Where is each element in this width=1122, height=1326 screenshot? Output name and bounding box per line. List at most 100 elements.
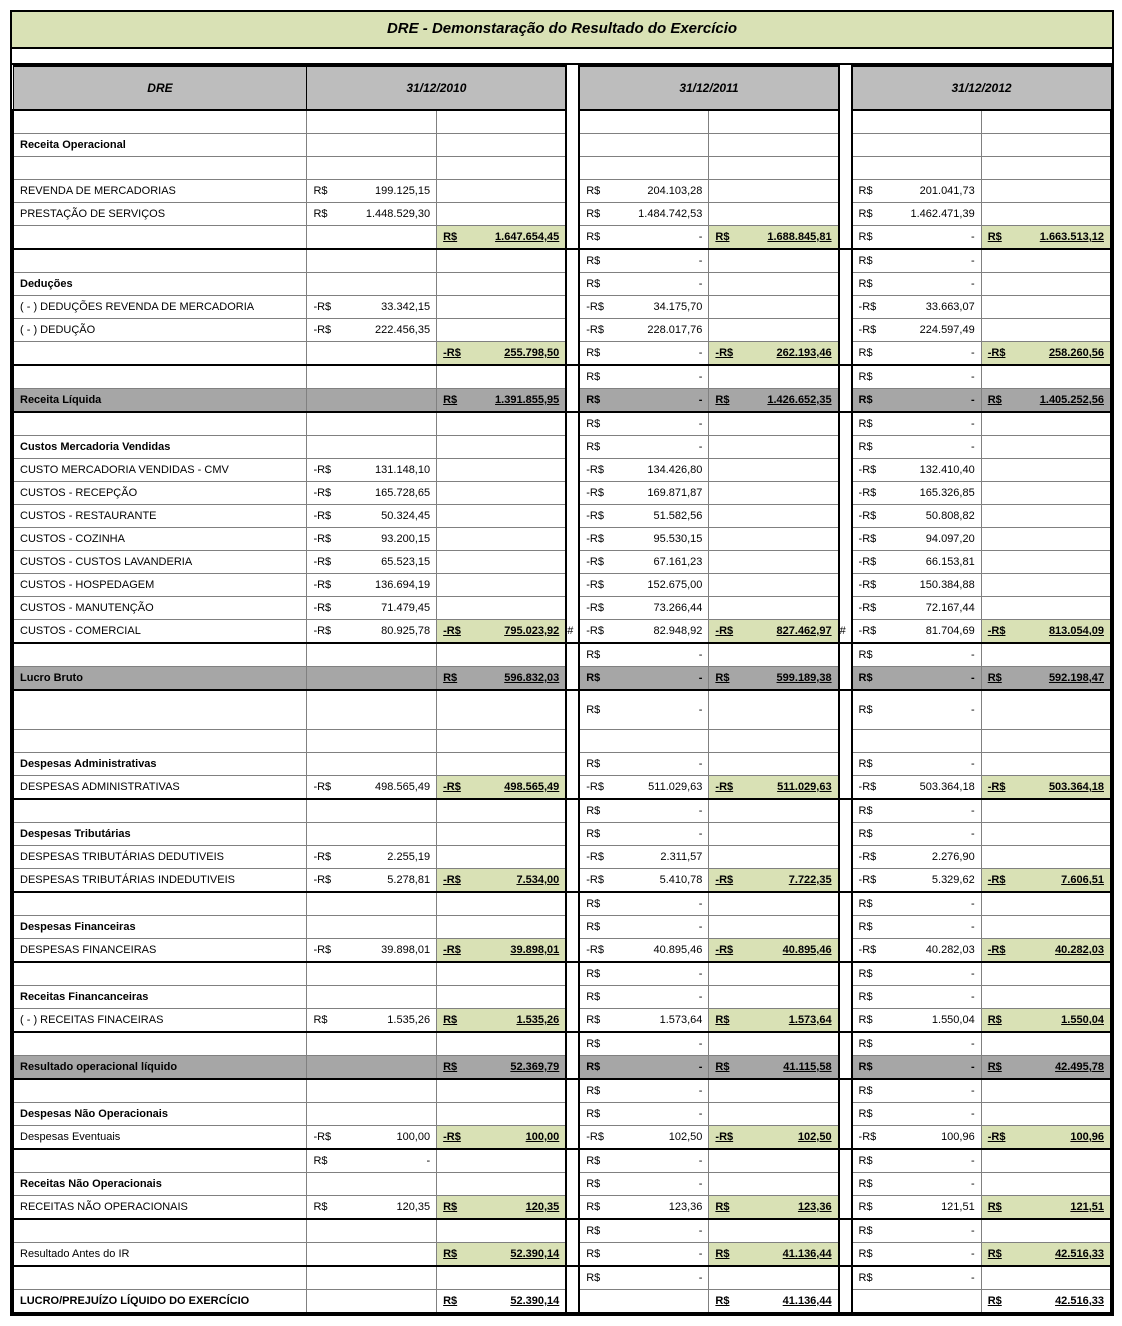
table-row: R$-R$-	[13, 1266, 1111, 1290]
gap	[566, 962, 579, 986]
cell: R$599.189,38	[709, 667, 839, 691]
cell: Resultado operacional líquido	[13, 1056, 307, 1080]
table-row: ( - ) DEDUÇÕES REVENDA DE MERCADORIA-R$3…	[13, 296, 1111, 319]
cell	[437, 986, 567, 1009]
gap	[566, 916, 579, 939]
cell	[307, 1032, 437, 1056]
gap	[566, 1103, 579, 1126]
cell: -R$511.029,63	[579, 776, 709, 800]
cell: R$-	[852, 1032, 982, 1056]
cell	[437, 1103, 567, 1126]
cell: -R$503.364,18	[852, 776, 982, 800]
table-row: R$-R$-	[13, 799, 1111, 823]
cell	[307, 643, 437, 667]
cell	[981, 249, 1111, 273]
cell	[709, 1173, 839, 1196]
cell: -R$152.675,00	[579, 574, 709, 597]
cell: CUSTO MERCADORIA VENDIDAS - CMV	[13, 459, 307, 482]
cell: R$1.535,26	[307, 1009, 437, 1033]
cell: R$-	[852, 892, 982, 916]
cell: R$1.448.529,30	[307, 203, 437, 226]
cell: -R$95.530,15	[579, 528, 709, 551]
gap	[839, 551, 852, 574]
cell: -R$100,00	[437, 1126, 567, 1150]
cell	[709, 134, 839, 157]
cell	[437, 846, 567, 869]
table-row: R$1.647.654,45R$-R$1.688.845,81R$-R$1.66…	[13, 226, 1111, 250]
cell	[437, 110, 567, 134]
cell: -R$34.175,70	[579, 296, 709, 319]
cell	[307, 110, 437, 134]
cell: R$-	[852, 643, 982, 667]
cell	[709, 823, 839, 846]
gap	[566, 597, 579, 620]
table-row: CUSTOS - RESTAURANTE-R$50.324,45-R$51.58…	[13, 505, 1111, 528]
cell	[981, 916, 1111, 939]
gap	[839, 823, 852, 846]
cell: R$-	[852, 690, 982, 730]
cell	[852, 730, 982, 753]
cell	[307, 157, 437, 180]
cell: -R$100,96	[852, 1126, 982, 1150]
cell: -R$100,96	[981, 1126, 1111, 1150]
cell	[437, 1149, 567, 1173]
cell: -R$93.200,15	[307, 528, 437, 551]
cell: -R$136.694,19	[307, 574, 437, 597]
gap	[566, 986, 579, 1009]
cell	[981, 157, 1111, 180]
cell: R$-	[579, 916, 709, 939]
gap	[839, 939, 852, 963]
cell: R$1.405.252,56	[981, 389, 1111, 413]
gap	[566, 1219, 579, 1243]
cell	[307, 1103, 437, 1126]
gap	[566, 319, 579, 342]
cell: R$-	[852, 1079, 982, 1103]
gap	[566, 249, 579, 273]
cell	[307, 916, 437, 939]
cell: R$121,51	[981, 1196, 1111, 1220]
cell	[437, 365, 567, 389]
cell: R$199.125,15	[307, 180, 437, 203]
cell: -R$100,00	[307, 1126, 437, 1150]
table-row: PRESTAÇÃO DE SERVIÇOSR$1.448.529,30R$1.4…	[13, 203, 1111, 226]
cell: R$-	[852, 1056, 982, 1080]
gap	[839, 134, 852, 157]
table-row: Despesas AdministrativasR$-R$-	[13, 753, 1111, 776]
table-header-row: DRE 31/12/2010 31/12/2011 31/12/2012	[13, 66, 1111, 110]
cell: R$-	[579, 1243, 709, 1267]
table-row	[13, 157, 1111, 180]
cell	[981, 551, 1111, 574]
gap	[839, 730, 852, 753]
cell	[437, 528, 567, 551]
cell	[709, 1079, 839, 1103]
cell: R$-	[579, 226, 709, 250]
cell	[13, 690, 307, 730]
gap	[566, 110, 579, 134]
table-row: Resultado Antes do IRR$52.390,14R$-R$41.…	[13, 1243, 1111, 1267]
gap	[566, 869, 579, 893]
cell	[13, 1219, 307, 1243]
gap	[566, 1173, 579, 1196]
gap	[566, 389, 579, 413]
cell	[13, 1032, 307, 1056]
cell	[13, 643, 307, 667]
cell	[709, 574, 839, 597]
cell: -R$2.255,19	[307, 846, 437, 869]
cell: R$1.573,64	[579, 1009, 709, 1033]
title-spacer	[12, 49, 1112, 65]
cell	[709, 597, 839, 620]
cell	[981, 296, 1111, 319]
gap	[839, 643, 852, 667]
table-row: CUSTOS - RECEPÇÃO-R$165.728,65-R$169.871…	[13, 482, 1111, 505]
cell	[709, 203, 839, 226]
gap	[566, 1032, 579, 1056]
cell: Despesas Eventuais	[13, 1126, 307, 1150]
gap	[839, 597, 852, 620]
cell: R$-	[852, 436, 982, 459]
cell	[981, 574, 1111, 597]
cell: RECEITAS NÃO OPERACIONAIS	[13, 1196, 307, 1220]
cell	[437, 412, 567, 436]
table-row: R$-R$-R$-	[13, 1149, 1111, 1173]
cell	[709, 551, 839, 574]
table-row: Lucro BrutoR$596.832,03R$-R$599.189,38R$…	[13, 667, 1111, 691]
